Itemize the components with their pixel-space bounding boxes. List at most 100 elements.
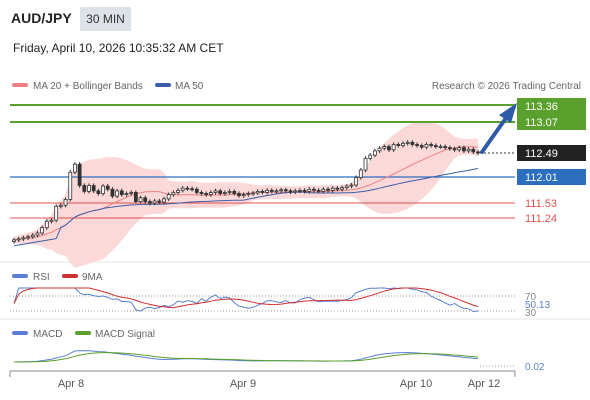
macd-legend-label: MACD — [33, 329, 62, 340]
candle-body — [194, 188, 199, 193]
candle-body — [101, 185, 105, 194]
candle-body — [452, 148, 457, 151]
candle-body — [429, 144, 434, 146]
candle-body — [124, 193, 129, 196]
candle-body — [358, 169, 363, 178]
candle-body — [265, 189, 269, 193]
rsi-legend-label: RSI — [33, 272, 50, 283]
macd-signal-legend-swatch — [75, 331, 91, 335]
candle-body — [44, 220, 49, 229]
candle-body — [316, 189, 321, 192]
timeframe-badge[interactable]: 30 MIN — [80, 7, 131, 31]
candle-body — [204, 193, 209, 196]
candle-body — [396, 144, 401, 146]
candle-body — [82, 185, 87, 192]
candle-body — [476, 151, 480, 154]
candle-body — [424, 144, 429, 148]
candle-body — [91, 185, 96, 192]
candle-body — [447, 147, 452, 150]
candle-body — [105, 185, 110, 190]
forecast-arrow-head — [499, 103, 517, 123]
candle-body — [49, 219, 54, 222]
pivot-price-tag — [517, 169, 586, 185]
candle-body — [443, 146, 448, 149]
candle-body — [162, 198, 166, 203]
candle-body — [232, 190, 237, 194]
candle-body — [387, 146, 391, 151]
candle-body — [344, 185, 349, 189]
candle-body — [330, 187, 335, 191]
candle-body — [457, 147, 462, 151]
timestamp: Friday, April 10, 2026 10:35:32 AM CET — [13, 41, 224, 55]
candle-body — [340, 187, 344, 190]
candle-body — [119, 190, 124, 196]
candle-body — [321, 188, 326, 192]
candle-body — [213, 190, 218, 193]
bollinger-band — [14, 121, 478, 268]
candle-body — [410, 141, 415, 145]
macd-line — [13, 350, 479, 363]
candle-body — [307, 188, 312, 192]
candle-body — [96, 190, 101, 194]
x-tick-apr10: Apr 10 — [400, 378, 432, 390]
candle-body — [30, 234, 35, 238]
rsi-level-70: 70 — [525, 292, 537, 303]
candle-body — [16, 238, 21, 241]
candle-body — [419, 145, 424, 148]
candle-body — [363, 157, 368, 171]
candle-body — [190, 188, 195, 191]
candle-body — [152, 200, 157, 204]
candle-body — [12, 239, 16, 242]
candle-body — [466, 148, 471, 152]
candle-body — [87, 185, 91, 192]
macd-signal-legend-label: MACD Signal — [95, 329, 155, 340]
candle-body — [260, 190, 265, 193]
research-credit: Research © 2026 Trading Central — [432, 81, 581, 92]
candle-body — [26, 236, 30, 239]
ma50-legend-swatch — [155, 83, 171, 87]
x-tick-apr12: Apr 12 — [468, 378, 500, 390]
candle-body — [405, 141, 410, 144]
support2-price-label: 111.24 — [525, 213, 557, 225]
macd-value-label: 0.02 — [525, 362, 545, 373]
support1-price-label: 111.53 — [525, 198, 557, 210]
candle-body — [377, 147, 382, 152]
candle-body — [302, 189, 307, 192]
candle-body — [21, 237, 26, 240]
candle-body — [58, 204, 63, 207]
candle-body — [415, 144, 419, 146]
ma20-legend-swatch — [12, 83, 28, 87]
candle-body — [138, 197, 143, 202]
ma20-legend-label: MA 20 + Bollinger Bands — [33, 81, 143, 92]
candle-body — [312, 188, 316, 191]
candle-body — [180, 187, 185, 191]
candle-body — [349, 184, 354, 187]
candle-body — [326, 188, 330, 191]
candle-body — [115, 190, 120, 197]
candle-body — [133, 192, 138, 202]
rsi-ma-legend-label: 9MA — [82, 272, 103, 283]
macd-signal-line — [14, 352, 479, 363]
candle-body — [433, 145, 438, 148]
candle-body — [185, 187, 190, 190]
candle-body — [372, 150, 377, 156]
rsi-value-label: 50.13 — [525, 300, 550, 311]
candle-body — [471, 148, 476, 153]
pair-title: AUD/JPY — [11, 10, 72, 26]
rsi-ma-legend-swatch — [62, 274, 78, 278]
candle-body — [297, 189, 302, 192]
candle-body — [218, 190, 223, 194]
x-tick-apr8: Apr 8 — [58, 378, 84, 390]
candle-body — [68, 171, 73, 200]
rsi-ma-line — [13, 287, 479, 309]
candle-body — [73, 163, 77, 173]
candle-body — [77, 163, 82, 186]
candle-body — [255, 190, 260, 194]
candle-body — [241, 194, 246, 197]
pivot-price-label: 112.01 — [525, 172, 558, 184]
candle-body — [251, 192, 255, 195]
candle-body — [401, 142, 405, 146]
forecast-arrow — [480, 116, 508, 154]
candle-body — [63, 198, 68, 206]
